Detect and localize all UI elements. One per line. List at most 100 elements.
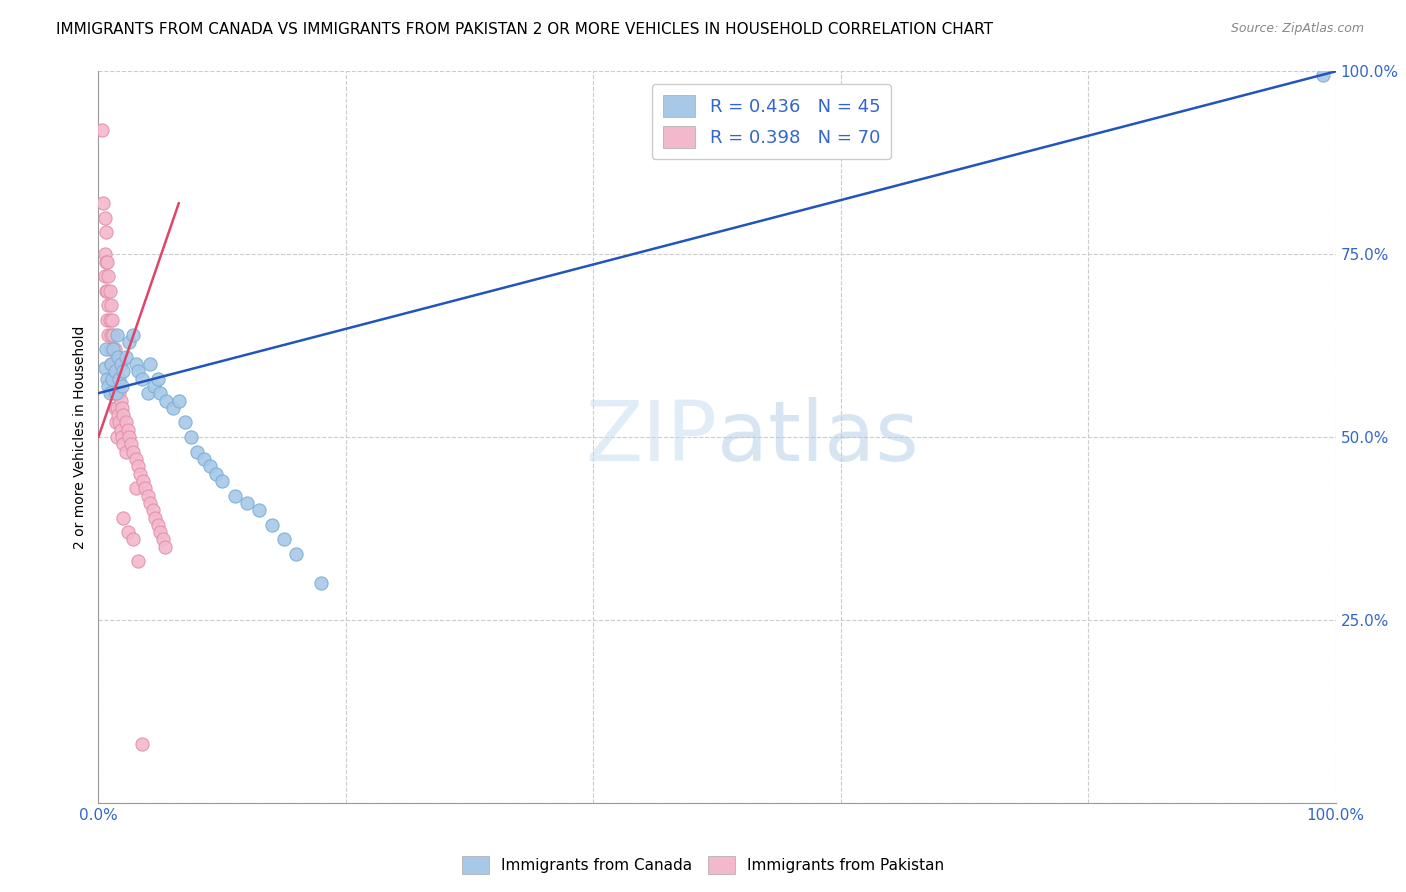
Point bbox=[108, 386, 131, 401]
Y-axis label: 2 or more Vehicles in Household: 2 or more Vehicles in Household bbox=[73, 326, 87, 549]
Point bbox=[155, 540, 177, 554]
Point bbox=[97, 379, 120, 393]
Point bbox=[114, 444, 136, 458]
Point bbox=[124, 481, 146, 495]
Point bbox=[91, 123, 114, 137]
Point bbox=[117, 525, 139, 540]
Point bbox=[101, 371, 124, 385]
Legend: R = 0.436   N = 45, R = 0.398   N = 70: R = 0.436 N = 45, R = 0.398 N = 70 bbox=[652, 84, 891, 159]
Point bbox=[143, 379, 166, 393]
Point bbox=[100, 357, 122, 371]
Text: ZIP: ZIP bbox=[585, 397, 717, 477]
Point bbox=[110, 423, 132, 437]
Point bbox=[198, 459, 221, 474]
Point bbox=[309, 576, 332, 591]
Point bbox=[105, 430, 128, 444]
Point bbox=[101, 371, 124, 385]
Point bbox=[131, 371, 153, 385]
Point bbox=[129, 467, 152, 481]
Point bbox=[112, 364, 135, 378]
Point bbox=[111, 430, 134, 444]
Point bbox=[112, 510, 135, 524]
Point bbox=[98, 284, 121, 298]
Point bbox=[112, 437, 135, 451]
Point bbox=[211, 474, 233, 488]
Point bbox=[98, 343, 121, 357]
Point bbox=[111, 401, 134, 415]
Point bbox=[112, 408, 135, 422]
Point bbox=[98, 313, 121, 327]
Point bbox=[131, 737, 153, 751]
Point bbox=[93, 269, 115, 284]
Point bbox=[107, 408, 129, 422]
Point bbox=[104, 386, 127, 401]
Point bbox=[236, 496, 259, 510]
Point bbox=[96, 313, 118, 327]
Point bbox=[193, 452, 215, 467]
Point bbox=[96, 371, 118, 385]
Point bbox=[105, 327, 128, 342]
Point bbox=[136, 386, 159, 401]
Point bbox=[93, 360, 115, 375]
Point bbox=[273, 533, 295, 547]
Point bbox=[120, 437, 142, 451]
Point bbox=[186, 444, 208, 458]
Point bbox=[94, 343, 117, 357]
Text: atlas: atlas bbox=[717, 397, 918, 477]
Point bbox=[146, 371, 169, 385]
Point bbox=[134, 481, 156, 495]
Point bbox=[104, 416, 127, 430]
Point bbox=[103, 401, 125, 415]
Text: Source: ZipAtlas.com: Source: ZipAtlas.com bbox=[1230, 22, 1364, 36]
Point bbox=[110, 393, 132, 408]
Point bbox=[104, 386, 127, 401]
Point bbox=[101, 313, 124, 327]
Point bbox=[122, 327, 145, 342]
Point bbox=[93, 247, 115, 261]
Text: IMMIGRANTS FROM CANADA VS IMMIGRANTS FROM PAKISTAN 2 OR MORE VEHICLES IN HOUSEHO: IMMIGRANTS FROM CANADA VS IMMIGRANTS FRO… bbox=[56, 22, 993, 37]
Point bbox=[149, 525, 172, 540]
Point bbox=[155, 393, 177, 408]
Point bbox=[132, 474, 155, 488]
Point bbox=[174, 416, 197, 430]
Point bbox=[93, 211, 115, 225]
Point bbox=[107, 350, 129, 364]
Point bbox=[104, 357, 127, 371]
Point bbox=[93, 196, 115, 211]
Point bbox=[114, 416, 136, 430]
Point bbox=[98, 386, 121, 401]
Point bbox=[205, 467, 228, 481]
Point bbox=[103, 371, 125, 385]
Point bbox=[107, 379, 129, 393]
Point bbox=[260, 517, 283, 532]
Point bbox=[94, 284, 117, 298]
Point bbox=[118, 334, 141, 349]
Point bbox=[103, 357, 125, 371]
Point bbox=[247, 503, 270, 517]
Point bbox=[224, 489, 246, 503]
Point bbox=[114, 350, 136, 364]
Point bbox=[103, 343, 125, 357]
Point bbox=[108, 371, 131, 385]
Point bbox=[122, 533, 145, 547]
Point bbox=[142, 503, 165, 517]
Point bbox=[117, 423, 139, 437]
Point bbox=[97, 298, 120, 312]
Point bbox=[122, 444, 145, 458]
Point bbox=[96, 254, 118, 268]
Point bbox=[105, 371, 128, 385]
Point bbox=[103, 327, 125, 342]
Point bbox=[127, 459, 149, 474]
Point bbox=[97, 269, 120, 284]
Point bbox=[146, 517, 169, 532]
Legend: Immigrants from Canada, Immigrants from Pakistan: Immigrants from Canada, Immigrants from … bbox=[456, 850, 950, 880]
Point bbox=[167, 393, 190, 408]
Point bbox=[136, 489, 159, 503]
Point bbox=[97, 327, 120, 342]
Point bbox=[103, 386, 125, 401]
Point bbox=[139, 357, 162, 371]
Point bbox=[149, 386, 172, 401]
Point bbox=[1312, 68, 1334, 82]
Point bbox=[100, 298, 122, 312]
Point bbox=[285, 547, 308, 561]
